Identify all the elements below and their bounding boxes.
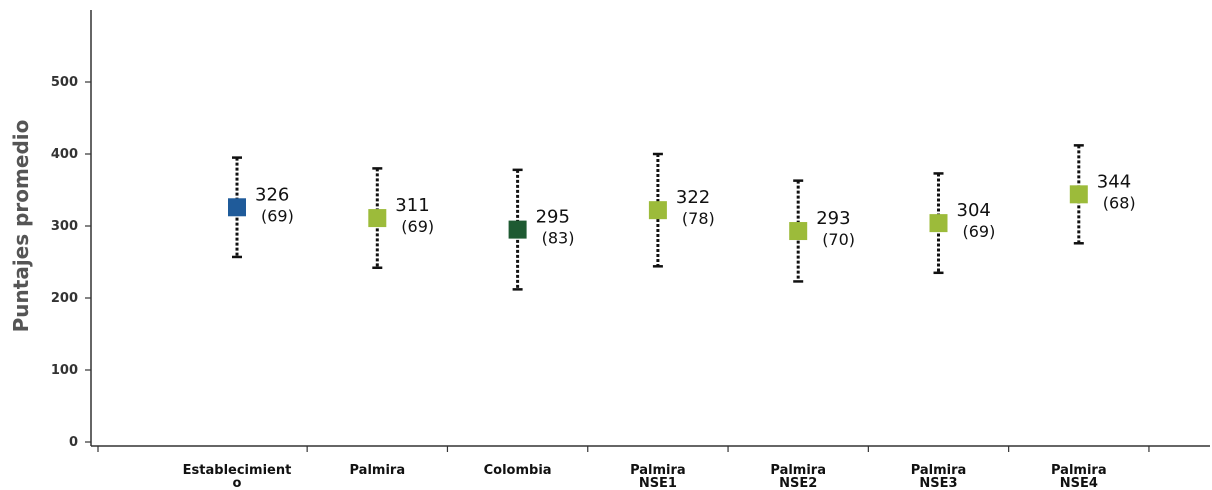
x-tick-label: o	[233, 476, 242, 490]
mean-marker	[929, 214, 948, 233]
mean-value-label: 326	[255, 184, 289, 205]
y-tick-label: 400	[51, 147, 78, 162]
mean-marker	[1069, 185, 1088, 204]
mean-value-label: 304	[957, 200, 991, 221]
sd-value-label: (83)	[542, 229, 575, 248]
x-tick-label: NSE1	[639, 476, 677, 490]
sd-value-label: (78)	[682, 209, 715, 228]
mean-marker	[508, 220, 527, 239]
x-tick-label: Palmira	[1051, 463, 1107, 478]
sd-value-label: (68)	[1103, 193, 1136, 212]
y-tick-label: 500	[51, 75, 78, 90]
mean-marker	[648, 201, 667, 220]
x-tick-label: NSE3	[919, 476, 957, 490]
y-tick-label: 0	[69, 435, 78, 450]
mean-value-label: 344	[1097, 171, 1131, 192]
sd-value-label: (70)	[822, 230, 855, 249]
x-tick-label: Palmira	[350, 463, 406, 478]
x-tick-label: Palmira	[770, 463, 826, 478]
y-tick-label: 300	[51, 219, 78, 234]
mean-value-label: 295	[536, 207, 570, 228]
mean-value-label: 322	[676, 187, 710, 208]
sd-value-label: (69)	[401, 217, 434, 236]
x-tick-label: Palmira	[630, 463, 686, 478]
data-marks: 326(69) 311(69) 295(83)322(78) 293(70)304(6…	[228, 144, 1136, 291]
x-tick-label: Palmira	[911, 463, 967, 478]
x-tick-label: NSE4	[1060, 476, 1098, 490]
x-tick-label: Establecimient	[183, 463, 292, 478]
mean-marker	[368, 209, 387, 228]
y-tick-label: 100	[51, 363, 78, 378]
y-axis-label: Puntajes promedio	[9, 120, 33, 333]
sd-value-label: (69)	[963, 222, 996, 241]
mean-marker	[789, 222, 808, 241]
y-tick-label: 200	[51, 291, 78, 306]
mean-marker	[228, 198, 246, 217]
y-ticks: 0 100 200 300 400 500	[51, 75, 91, 450]
mean-value-label: 311	[395, 195, 429, 216]
sd-value-label: (69)	[261, 206, 294, 225]
x-tick-label: NSE2	[779, 476, 817, 490]
x-tick-label: Colombia	[484, 463, 552, 478]
mean-value-label: 293	[816, 208, 850, 229]
